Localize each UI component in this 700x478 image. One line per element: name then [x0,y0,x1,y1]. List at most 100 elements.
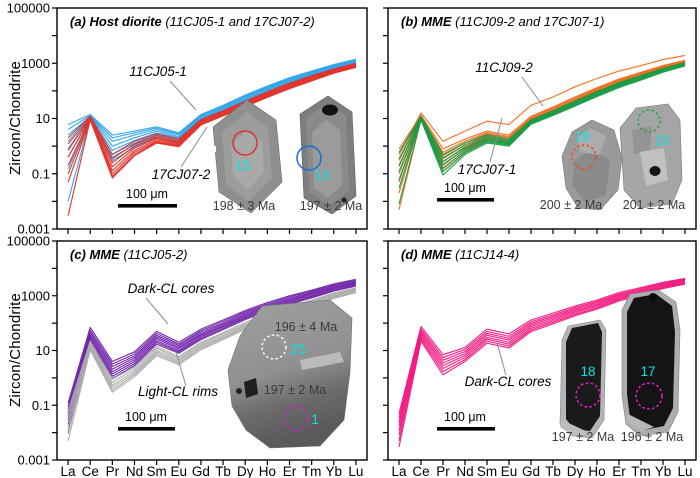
zircon-pit [649,293,657,301]
scale-bar [437,427,495,431]
annotation-leader [521,76,544,107]
analysis-spot-circle [232,130,258,156]
panel-d: 18 197 ± 2 Ma 17 196 ± 2 Ma La Ce Pr Nd Sm Eu Gd Tb… [383,240,697,478]
series-line [67,282,357,417]
panel-title-b: (b) MME (11CJ09-2 and 17CJ07-1) [401,14,605,29]
x-element-label: Dy [567,464,584,478]
analysis-spot-circle [283,405,309,431]
scale-bar-label: 100 μm [126,187,168,201]
series-line [67,279,357,407]
series-line [67,64,357,168]
series-line [398,61,686,167]
zircon-cl-insets-b: 19 200 ± 2 Ma 10 201 ± 2 Ma [540,103,685,212]
zircon-core [312,120,342,198]
age-label: 196 ± 2 Ma [621,430,683,444]
series-line [67,285,357,433]
zircon-core [577,128,606,155]
x-element-label: Tm [302,464,322,478]
series-line [398,64,686,181]
panel-title-c: (c) MME (11CJ05-2) [70,247,188,262]
series-line [398,280,686,426]
x-element-label: Er [612,464,626,478]
series-line [67,61,357,151]
x-element-label: Ce [412,464,429,478]
spot-number: 13 [314,168,329,183]
annotation-leader [180,126,208,168]
annotation-label: Dark-CL cores [128,281,215,296]
x-element-label: Tb [215,464,231,478]
zircon-inclusion [244,378,258,398]
spot-number: 15 [235,158,250,173]
y-tick-label: 1000 [21,56,50,71]
series-line [398,62,686,159]
analysis-spot-circle [571,144,597,170]
zircon-dark-core [627,294,675,430]
x-element-label: La [391,464,407,478]
series-line [398,279,686,422]
series-line [67,65,357,175]
annotation-leader [489,117,503,163]
x-element-label: Gd [192,464,210,478]
annotation-label: Dark-CL cores [465,374,552,389]
y-tick-label: 0.1 [32,398,50,413]
x-element-label: Tm [631,464,651,478]
series-line [67,284,357,425]
x-element-label: Gd [522,464,540,478]
spot-number: 19 [574,129,589,144]
analysis-spot-circle [261,334,287,360]
scale-bar-label: 100 μm [444,410,486,424]
zircon-rim-patch [560,420,590,437]
series-line [398,278,686,418]
y-tick-label: 0.001 [17,222,50,237]
zircon-zoning [632,126,652,154]
panel-c: 196 ± 4 Ma 25 197 ± 2 Ma 1 100000 1000 10 0.1 0.… [7,234,368,478]
series-line [398,60,686,161]
x-element-label: Pr [436,464,450,478]
x-element-label: Sm [147,464,167,478]
zircon-pit [322,104,338,116]
zircon-inclusion [649,166,661,176]
analysis-spot-circle [296,145,322,171]
panel-b: 19 200 ± 2 Ma 10 201 ± 2 Ma (b) MME (11CJ09-… [383,7,697,234]
series-line [398,63,686,166]
age-label: 196 ± 4 Ma [275,320,337,334]
y-tick-label: 10 [36,111,50,126]
zircon-cl-insets-c: 196 ± 4 Ma 25 197 ± 2 Ma 1 [227,299,353,449]
analysis-spot-circle [635,382,663,410]
series-line [67,63,357,160]
x-element-label: Nd [456,464,473,478]
x-element-label: Ce [82,464,99,478]
annotation-leader [169,80,197,111]
spot-number: 18 [580,364,595,379]
series-group-17cj07-2 [67,62,357,216]
panel-title-d: (d) MME (11CJ14-4) [401,247,519,262]
scale-bar-label: 100 μm [125,410,167,424]
x-element-label: Tb [545,464,561,478]
series-line [67,65,357,172]
scale-bar [437,198,494,202]
age-label: 201 ± 2 Ma [623,198,685,212]
zircon-streak [300,352,344,370]
series-line [398,54,686,155]
series-line [67,60,357,147]
age-label: 197 ± 2 Ma [300,199,362,213]
zircon-dark-core [566,323,602,431]
y-tick-label: 10 [36,343,50,358]
series-line [67,63,357,164]
x-element-label: Yb [326,464,343,478]
x-element-label: Er [283,464,297,478]
zircon-inclusion [236,388,242,394]
x-element-label: Lu [677,464,692,478]
annotation-leader [496,342,507,376]
scale-bar [118,427,175,431]
x-element-label: Lu [348,464,363,478]
analysis-spot-circle [575,382,601,408]
scale-bar [118,204,177,208]
x-element-label: Yb [655,464,672,478]
series-line [67,278,357,404]
scale-bar-label: 100 μm [444,181,486,195]
y-tick-label: 1000 [21,288,50,303]
x-element-label: La [61,464,77,478]
series-line [398,59,686,150]
